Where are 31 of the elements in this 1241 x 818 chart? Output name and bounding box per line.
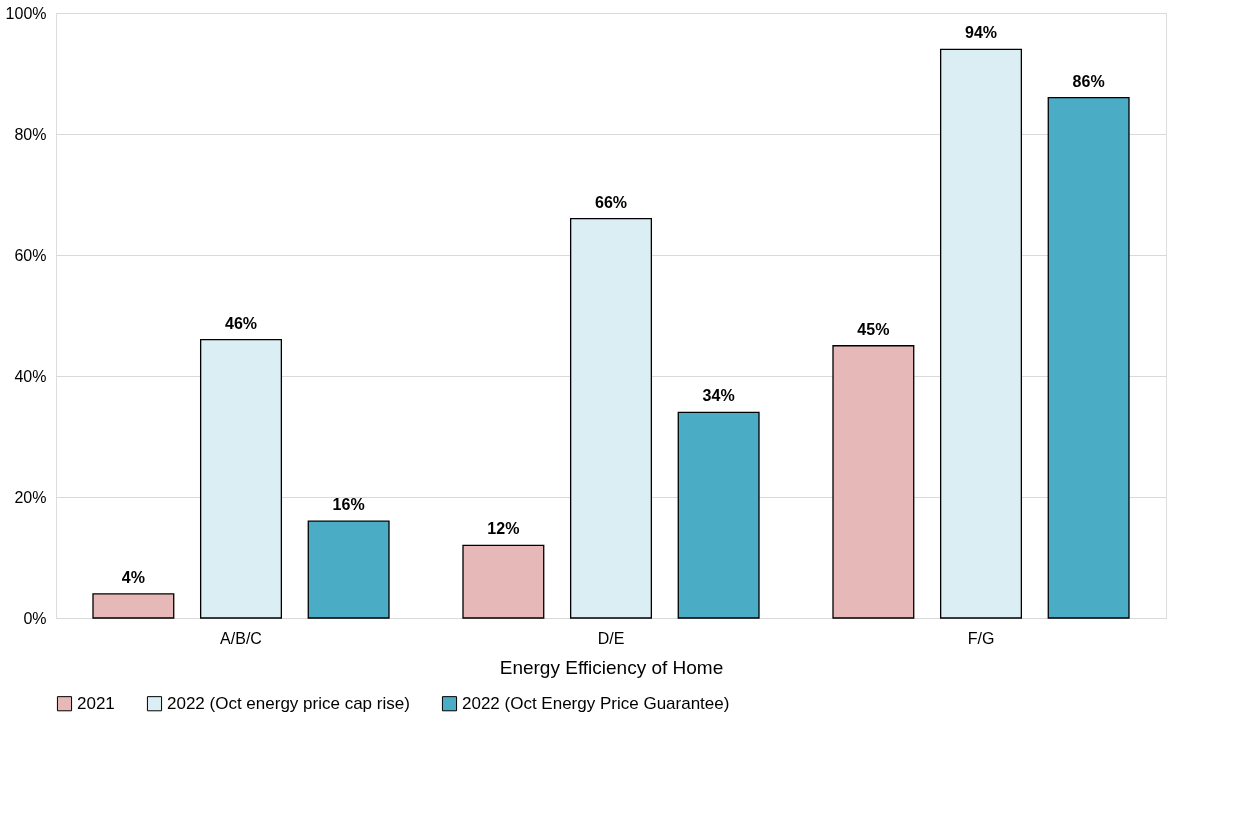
y-tick-label: 60% <box>14 246 47 264</box>
bar <box>832 345 915 619</box>
legend-label: 2022 (Oct energy price cap rise) <box>167 693 410 713</box>
data-label: 94% <box>964 24 998 42</box>
bar <box>677 411 760 619</box>
data-label: 86% <box>1072 72 1105 90</box>
data-label: 46% <box>224 314 258 332</box>
y-tick-label: 80% <box>14 125 47 143</box>
legend-label: 2022 (Oct Energy Price Guarantee) <box>462 693 730 713</box>
x-tick-label: A/B/C <box>220 629 262 647</box>
data-label: 34% <box>702 387 735 405</box>
data-label: 12% <box>487 520 520 538</box>
y-tick-label: 0% <box>23 609 47 627</box>
bar <box>569 218 653 619</box>
x-tick-label: D/E <box>597 629 625 647</box>
legend-label: 2021 <box>77 693 115 713</box>
bar <box>307 520 390 619</box>
bar <box>462 544 545 619</box>
x-tick-label: F/G <box>967 629 995 647</box>
x-axis-title: Energy Efficiency of Home <box>499 656 724 678</box>
bar <box>199 339 283 619</box>
bar <box>939 48 1023 619</box>
data-label: 16% <box>332 496 365 514</box>
bar <box>1047 97 1130 619</box>
data-label: 66% <box>594 193 628 211</box>
y-tick-label: 40% <box>14 367 47 385</box>
bar <box>92 593 175 619</box>
data-label: 4% <box>121 568 145 586</box>
y-tick-label: 20% <box>14 488 47 506</box>
y-tick-label: 100% <box>5 4 47 22</box>
data-label: 45% <box>857 320 890 338</box>
